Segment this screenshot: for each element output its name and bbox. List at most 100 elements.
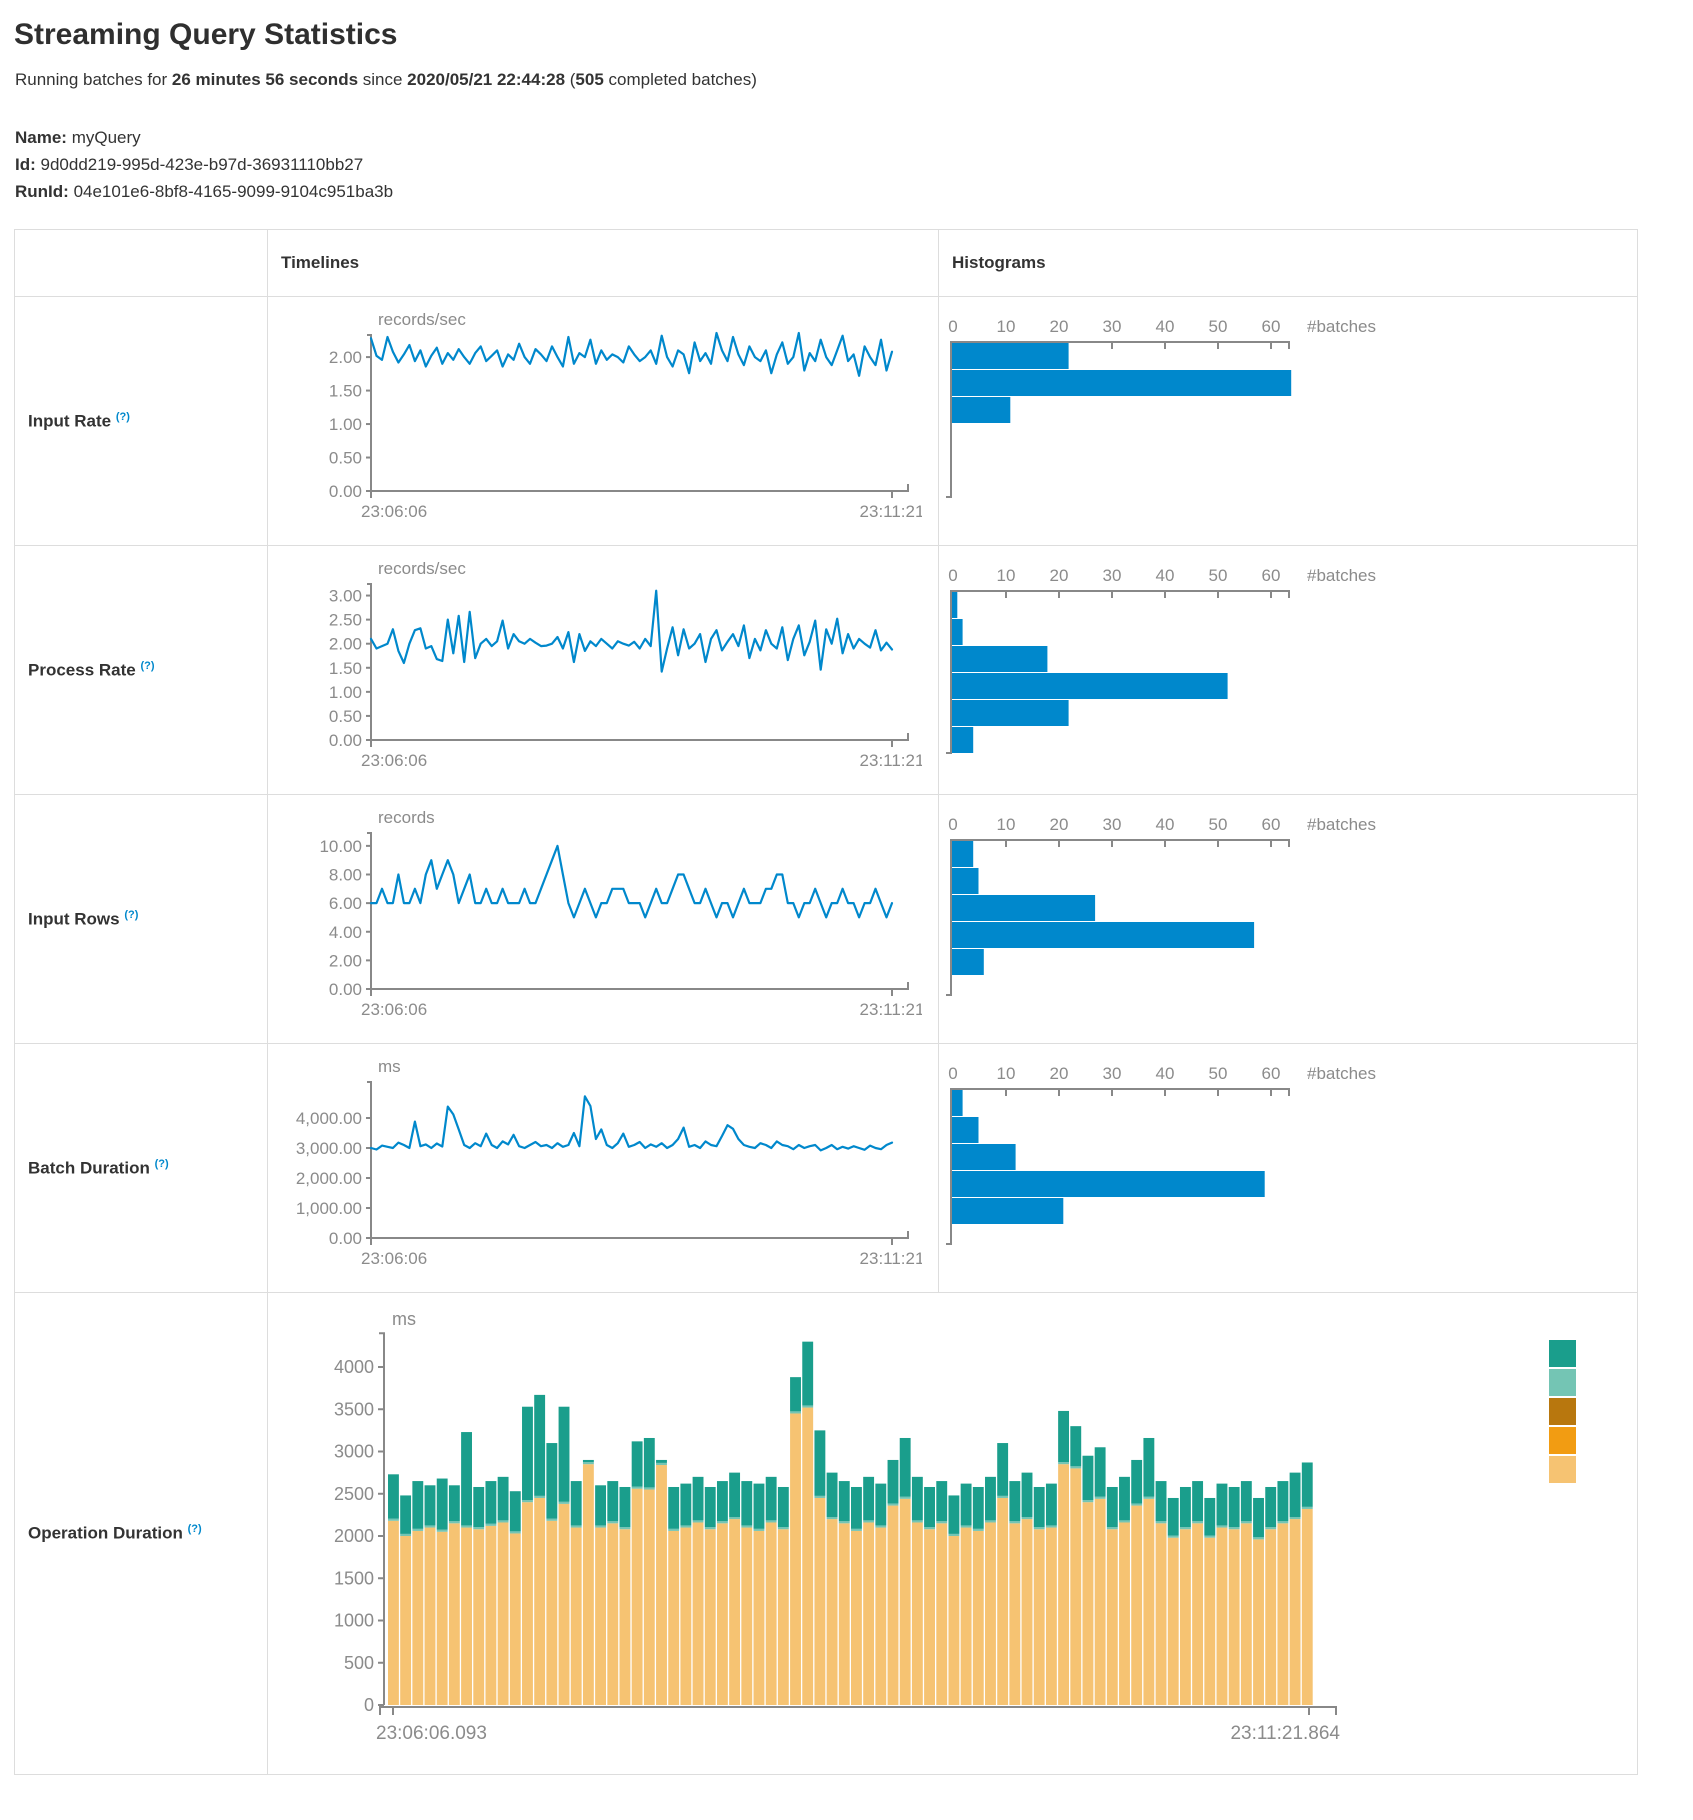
stacked-bar	[1167, 1497, 1179, 1705]
stacked-bar	[461, 1432, 472, 1705]
legend-swatch-2[interactable]	[1549, 1398, 1576, 1425]
summary-paren: (	[565, 70, 576, 89]
stacked-bar	[985, 1476, 996, 1705]
histogram-bar	[952, 370, 1292, 396]
stacked-bar	[1082, 1455, 1094, 1705]
legend-swatch-0[interactable]	[1549, 1340, 1576, 1367]
x-tick-label: 30	[1103, 1064, 1122, 1083]
legend-swatch-4[interactable]	[1549, 1456, 1576, 1483]
input-rows-histogram-cell: 0 10 20 30 40 50 60 #batches	[938, 794, 1638, 1044]
legend-swatch-3[interactable]	[1549, 1427, 1576, 1454]
process-rate-timeline-chart: records/sec 3.00 2.50 2.00 1.50 1.00 0.50 0.00 2…	[268, 546, 938, 793]
histogram-bar	[952, 619, 963, 645]
stacked-bar	[704, 1486, 716, 1705]
stacked-bar	[497, 1476, 509, 1705]
stacked-bar	[412, 1481, 424, 1705]
stacked-bar	[1009, 1481, 1021, 1705]
batches-axis-label: #batches	[1307, 566, 1376, 585]
y-tick-label: 0	[364, 1695, 374, 1715]
x-start-label: 23:06:06	[361, 1249, 427, 1268]
y-tick-label: 3.00	[329, 587, 362, 606]
stacked-bar	[656, 1459, 667, 1705]
process-rate-timeline-cell: records/sec 3.00 2.50 2.00 1.50 1.00 0.50 0.00 2…	[267, 545, 939, 795]
histogram-bar	[952, 343, 1069, 369]
stacked-bar	[1094, 1447, 1106, 1705]
stacked-bar	[582, 1459, 594, 1705]
x-tick-label: 40	[1156, 317, 1175, 336]
y-tick-label: 1.00	[329, 415, 362, 434]
stacked-bar	[1289, 1472, 1301, 1705]
stacked-bar	[936, 1481, 948, 1705]
input-rows-help-icon[interactable]: (?)	[124, 908, 139, 921]
histogram-bar	[952, 646, 1048, 672]
query-name-value: myQuery	[71, 128, 141, 147]
stacked-bar	[558, 1406, 570, 1705]
stacked-bar	[570, 1481, 582, 1705]
stacked-bar	[1045, 1483, 1057, 1705]
operation-duration-help-icon[interactable]: (?)	[187, 1523, 202, 1536]
query-meta: Name: myQuery Id: 9d0dd219-995d-423e-b97…	[15, 124, 1693, 205]
histogram-bar	[952, 1144, 1016, 1170]
stacked-bar	[534, 1394, 546, 1705]
stacked-bar	[595, 1485, 607, 1705]
y-tick-label: 6.00	[329, 894, 362, 913]
histogram-bar	[952, 727, 974, 753]
batch-duration-label: Batch Duration	[28, 1158, 150, 1178]
y-tick-label: 4.00	[329, 923, 362, 942]
input-rate-row: Input Rate (?) records/sec 2.00 1.50 1.00 0.…	[14, 296, 1638, 546]
stacked-bar	[729, 1472, 741, 1705]
x-tick-label: 0	[948, 815, 957, 834]
operation-duration-stacked-chart: ms 4000 3500 3000 2500 2000 1500 1000 500 0 23:06:…	[268, 1293, 1637, 1773]
histogram-bar	[952, 895, 1096, 921]
stacked-bar	[851, 1486, 862, 1705]
y-axis-title: records/sec	[378, 559, 466, 578]
x-end-label: 23:11:21.864	[1230, 1723, 1340, 1744]
y-tick-label: 4,000.00	[296, 1109, 362, 1128]
stacked-bar	[1033, 1486, 1045, 1705]
stacked-bar	[1228, 1486, 1240, 1705]
process-rate-label: Process Rate	[28, 660, 136, 680]
y-tick-label: 1.00	[329, 683, 362, 702]
y-tick-label: 0.00	[329, 1229, 362, 1248]
batch-duration-help-icon[interactable]: (?)	[154, 1157, 169, 1170]
input-rows-timeline-cell: records 10.00 8.00 6.00 4.00 2.00 0.00 23:06:06…	[267, 794, 939, 1044]
operation-duration-chart-cell: ms 4000 3500 3000 2500 2000 1500 1000 500 0 23:06:…	[267, 1292, 1638, 1775]
stacked-bar	[1301, 1462, 1313, 1705]
stacked-bar	[790, 1377, 801, 1705]
input-rate-help-icon[interactable]: (?)	[115, 410, 130, 423]
x-tick-label: 60	[1262, 566, 1281, 585]
process-rate-help-icon[interactable]: (?)	[140, 659, 155, 672]
input-rate-label-cell: Input Rate (?)	[14, 296, 268, 546]
stacked-bar	[631, 1441, 643, 1705]
histogram-bar	[952, 922, 1255, 948]
summary-batch-count: 505	[575, 70, 604, 89]
y-tick-label: 0.00	[329, 482, 362, 501]
x-tick-label: 50	[1209, 317, 1228, 336]
batch-duration-timeline-chart: ms 4,000.00 3,000.00 2,000.00 1,000.00 0.00 23…	[268, 1044, 938, 1291]
stacked-bar	[1106, 1486, 1118, 1705]
x-start-label: 23:06:06	[361, 502, 427, 521]
legend-swatch-1[interactable]	[1549, 1369, 1576, 1396]
x-end-label: 23:11:21	[860, 502, 922, 521]
histogram-bar	[952, 949, 984, 975]
batch-duration-row: Batch Duration (?) ms 4,000.00 3,000.00 2,0…	[14, 1043, 1638, 1293]
stacked-bar	[485, 1481, 497, 1705]
summary-since: since	[358, 70, 408, 89]
query-name-label: Name:	[15, 128, 67, 147]
y-tick-label: 0.50	[329, 707, 362, 726]
x-tick-label: 60	[1262, 1064, 1281, 1083]
y-tick-label: 10.00	[319, 837, 362, 856]
y-tick-label: 1000	[334, 1611, 374, 1631]
query-runid-value: 04e101e6-8bf8-4165-9099-9104c951ba3b	[73, 182, 394, 201]
batch-duration-histogram-cell: 0 10 20 30 40 50 60 #batches	[938, 1043, 1638, 1293]
stacked-bar	[1240, 1481, 1252, 1705]
y-tick-label: 2500	[334, 1484, 374, 1504]
x-tick-label: 30	[1103, 317, 1122, 336]
y-tick-label: 0.00	[329, 731, 362, 750]
y-tick-label: 3,000.00	[296, 1139, 362, 1158]
x-tick-label: 20	[1050, 566, 1069, 585]
y-axis-title: records	[378, 808, 435, 827]
stacked-bar	[448, 1485, 460, 1705]
y-tick-label: 3500	[334, 1399, 374, 1419]
